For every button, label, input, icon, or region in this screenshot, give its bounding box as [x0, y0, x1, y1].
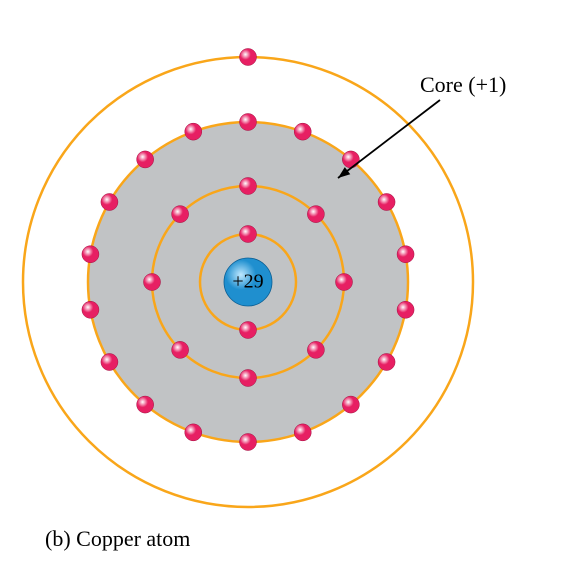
electron [172, 206, 189, 223]
electron [378, 354, 395, 371]
annotation-arrow-line [338, 100, 440, 178]
electron [144, 274, 161, 291]
figure-caption: (b) Copper atom [45, 526, 190, 552]
electron [342, 396, 359, 413]
electron [342, 151, 359, 168]
electron [137, 151, 154, 168]
electron [185, 424, 202, 441]
electron [294, 123, 311, 140]
electron [185, 123, 202, 140]
electron [378, 194, 395, 211]
electron [82, 246, 99, 263]
electron [240, 49, 257, 66]
diagram-stage: Core (+1) +29 (b) Copper atom [0, 0, 567, 566]
electron [294, 424, 311, 441]
electron [397, 301, 414, 318]
electron [101, 354, 118, 371]
electron [240, 322, 257, 339]
electron [307, 206, 324, 223]
electron [336, 274, 353, 291]
electron [82, 301, 99, 318]
electron [240, 178, 257, 195]
electron [172, 341, 189, 358]
electron [240, 226, 257, 243]
electron [101, 194, 118, 211]
electron [240, 114, 257, 131]
electron [137, 396, 154, 413]
core-annotation-label: Core (+1) [420, 72, 506, 98]
electron [240, 434, 257, 451]
electron [397, 246, 414, 263]
nucleus-charge-label: +29 [232, 271, 263, 294]
electron [307, 341, 324, 358]
electron [240, 370, 257, 387]
